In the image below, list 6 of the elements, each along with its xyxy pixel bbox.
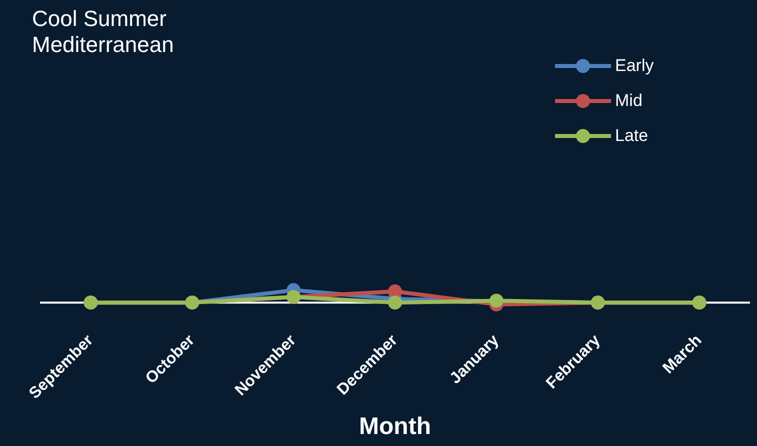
legend-label: Late <box>615 126 648 146</box>
point <box>388 296 402 310</box>
chart-title: Cool Summer Mediterranean <box>32 6 175 58</box>
x-axis-title: Month <box>359 413 431 440</box>
legend-label: Early <box>615 56 654 76</box>
legend-label: Mid <box>615 90 642 110</box>
